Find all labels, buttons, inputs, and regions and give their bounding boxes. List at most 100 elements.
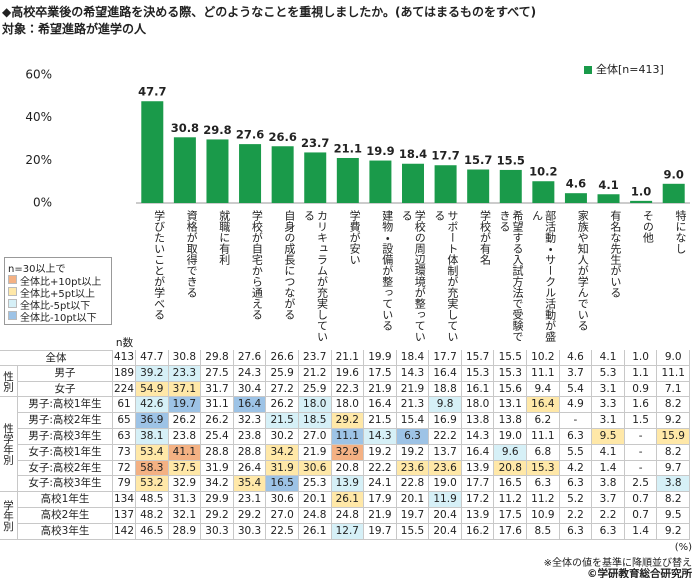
row-label: 男子: [18, 365, 113, 382]
bar: [304, 152, 327, 203]
table-cell: 26.6: [266, 350, 299, 366]
value-label: 4.1: [598, 178, 618, 192]
table-cell: 6.3: [559, 523, 593, 540]
table-cell: 1.4: [624, 523, 658, 540]
highlight-label: 全体比+5pt以上: [20, 289, 96, 300]
value-label: 23.7: [301, 136, 329, 150]
table-cell: 22.5: [266, 523, 299, 540]
table-cell: 15.7: [461, 350, 495, 366]
table-cell: 15.5: [494, 350, 528, 366]
table-cell: 16.1: [461, 381, 495, 398]
table-cell: 21.9: [364, 508, 397, 524]
x-tick-label: 特になし: [673, 210, 687, 254]
table-cell: 1.1: [624, 365, 658, 382]
table-cell: 37.5: [168, 460, 202, 477]
table-cell: 13.1: [494, 397, 528, 414]
table-cell: 6.3: [559, 476, 593, 493]
value-label: 17.7: [431, 149, 459, 163]
table-cell: 13.8: [461, 413, 495, 429]
x-tick-label: サポート体制が充実している: [432, 210, 459, 342]
table-cell: 9.2: [657, 413, 690, 429]
value-label: 26.6: [268, 130, 296, 144]
n-cell: 61: [113, 397, 136, 414]
x-tick-label: 就職に有利: [217, 210, 231, 265]
n-cell: 137: [113, 508, 136, 524]
highlight-swatch: [8, 287, 17, 296]
table-cell: 29.2: [233, 508, 267, 524]
x-tick-label: 資格が取得できる: [185, 210, 199, 298]
table-cell: 23.8: [233, 429, 267, 445]
table-cell: 32.9: [331, 444, 365, 461]
x-tick-label: 希望する入試方法で受験できる: [498, 210, 525, 342]
table-cell: 8.2: [657, 492, 690, 508]
table-cell: 16.9: [429, 413, 462, 429]
table-cell: 58.3: [136, 460, 169, 477]
value-label: 15.7: [464, 153, 492, 167]
table-cell: 11.2: [527, 492, 560, 508]
bar: [597, 194, 620, 203]
table-cell: 24.8: [298, 508, 332, 524]
value-label: 29.8: [203, 123, 231, 137]
bar: [532, 181, 555, 203]
value-label: 47.7: [138, 85, 166, 99]
value-label: 1.0: [631, 184, 651, 198]
row-label: 女子: [18, 381, 113, 398]
table-cell: 5.3: [592, 365, 625, 382]
n-cell: 72: [113, 460, 136, 477]
table-cell: 2.2: [559, 508, 593, 524]
note: ※全体の値を基準に降順並び替え: [543, 557, 692, 569]
table-cell: 41.1: [168, 444, 202, 461]
highlight-swatch: [8, 275, 17, 284]
table-cell: 28.8: [201, 444, 234, 461]
table-cell: 4.9: [559, 397, 593, 414]
table-cell: 48.5: [136, 492, 169, 508]
table-cell: 34.2: [201, 476, 234, 493]
table-cell: 22.3: [331, 381, 365, 398]
title: ◆高校卒業後の希望進路を決める際、どのようなことを重視しましたか。(あてはまるも…: [2, 5, 537, 19]
table-cell: 31.9: [266, 460, 299, 477]
table-cell: 9.5: [657, 508, 690, 524]
bar: [434, 165, 457, 203]
group-label: 性学年別: [0, 397, 18, 493]
table-cell: 27.6: [233, 350, 267, 366]
table-cell: 21.5: [266, 413, 299, 429]
table-cell: 5.4: [559, 381, 593, 398]
table-cell: 21.9: [364, 381, 397, 398]
table-cell: 17.7: [461, 476, 495, 493]
value-label: 10.2: [529, 165, 557, 179]
bar: [206, 139, 229, 203]
table-cell: 9.8: [429, 397, 462, 414]
x-tick-label: 部活動・サークル活動が盛ん: [530, 210, 557, 342]
table-cell: 6.2: [527, 413, 560, 429]
table-cell: 29.8: [201, 350, 234, 366]
table-cell: 37.1: [168, 381, 202, 398]
x-tick-label: 学費が安い: [348, 210, 362, 265]
table-cell: 16.2: [461, 523, 495, 540]
table-cell: 30.2: [266, 429, 299, 445]
subtitle: 対象：希望進路が進学の人: [2, 22, 147, 36]
table-cell: 16.4: [461, 444, 495, 461]
x-tick-label: 学校が有名: [478, 210, 492, 265]
table-cell: 17.2: [461, 492, 495, 508]
table-cell: 20.8: [494, 460, 528, 477]
table-cell: 23.3: [168, 365, 202, 382]
table-cell: 0.7: [624, 492, 658, 508]
bar: [173, 137, 196, 203]
table-cell: 3.3: [592, 397, 625, 414]
y-tick-label: 40%: [25, 110, 52, 124]
table-cell: 15.3: [527, 460, 560, 477]
table-cell: 25.9: [298, 381, 332, 398]
table-cell: 14.3: [461, 429, 495, 445]
table-cell: 23.7: [298, 350, 332, 366]
table-cell: 24.1: [364, 476, 397, 493]
value-label: 15.5: [497, 153, 525, 167]
row-label: 女子:高校1年生: [18, 444, 113, 461]
row-label: 高校2年生: [18, 508, 113, 524]
table-cell: 2.2: [592, 508, 625, 524]
n-cell: 65: [113, 413, 136, 429]
table-cell: 29.2: [331, 413, 365, 429]
table-cell: 12.7: [331, 523, 365, 540]
bar: [662, 183, 685, 203]
table-cell: 6.3: [559, 429, 593, 445]
